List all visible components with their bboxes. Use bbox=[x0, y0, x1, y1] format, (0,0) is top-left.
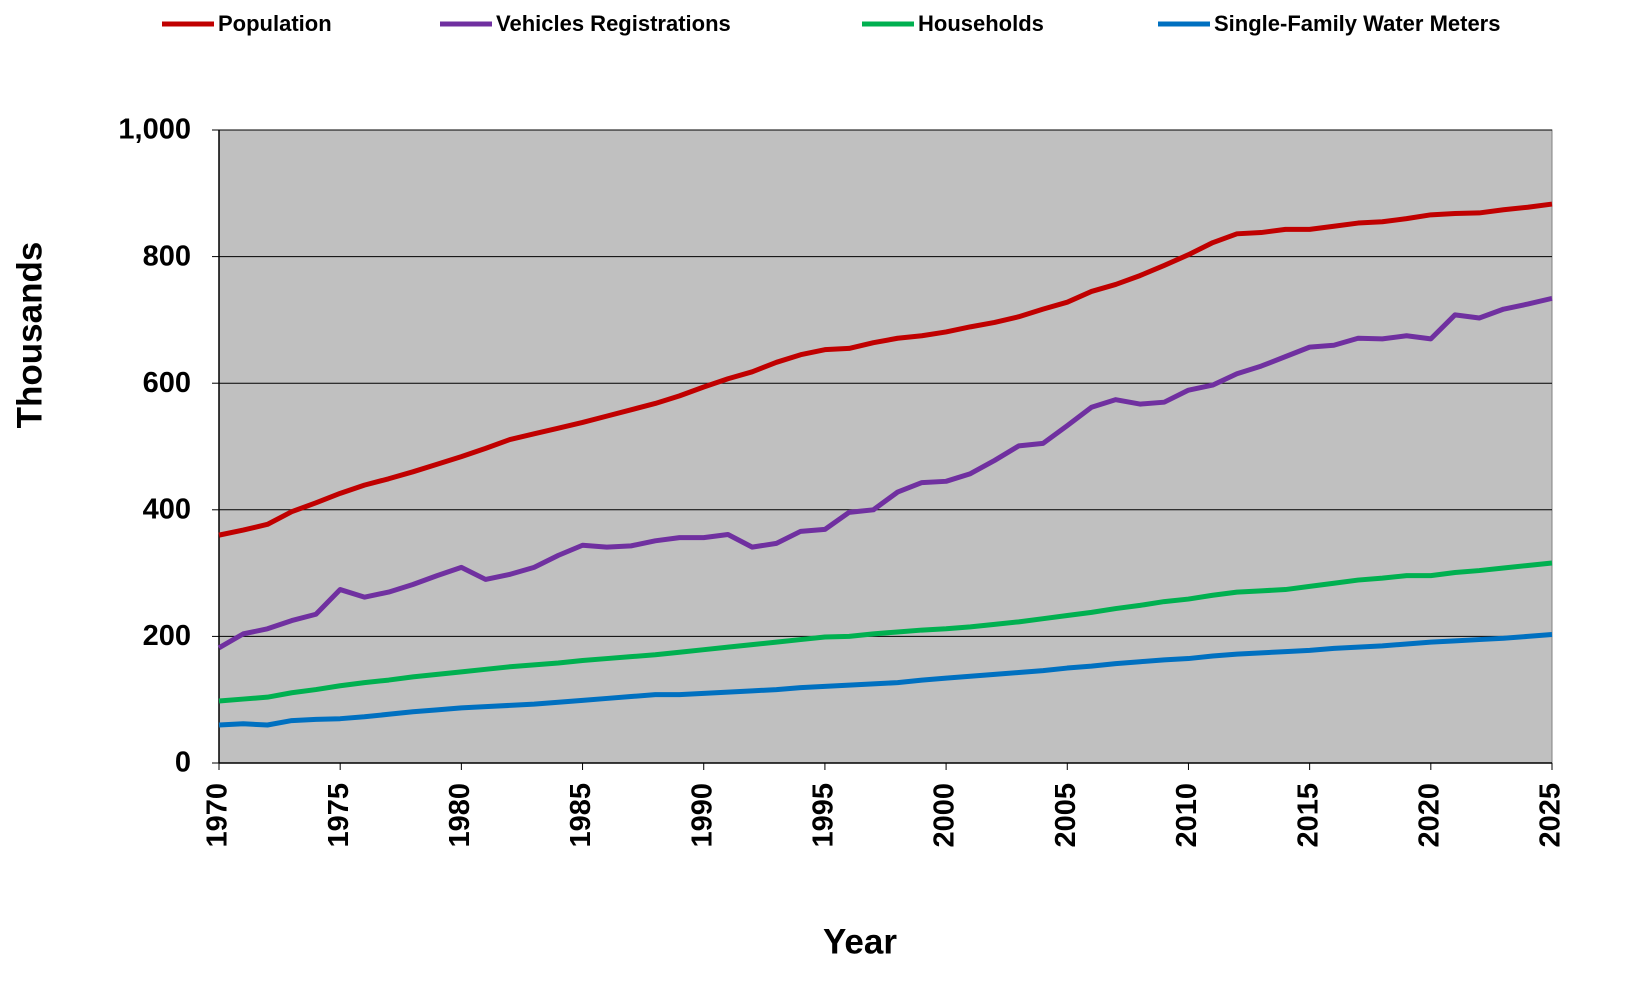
legend-label: Single-Family Water Meters bbox=[1214, 11, 1500, 36]
y-tick-label: 1,000 bbox=[118, 114, 191, 146]
x-tick-label: 1980 bbox=[444, 783, 476, 848]
plot-area bbox=[218, 129, 1553, 764]
x-tick-label: 1970 bbox=[202, 783, 234, 848]
series-line bbox=[218, 632, 1553, 728]
x-tick-label: 1975 bbox=[323, 783, 355, 848]
y-tick-label: 0 bbox=[175, 747, 191, 779]
y-tick-label: 800 bbox=[143, 240, 191, 272]
x-tick-label: 2015 bbox=[1292, 783, 1324, 848]
x-tick-label: 2005 bbox=[1050, 783, 1082, 848]
x-tick-label: 1985 bbox=[565, 783, 597, 848]
legend-label: Vehicles Registrations bbox=[496, 11, 731, 36]
series-line bbox=[218, 201, 1553, 538]
x-tick-label: 1990 bbox=[686, 783, 718, 848]
series-line bbox=[218, 560, 1553, 704]
legend-label: Population bbox=[218, 11, 332, 36]
y-tick-label: 200 bbox=[143, 620, 191, 652]
series-line bbox=[217, 295, 1553, 650]
x-tick-label: 1995 bbox=[808, 783, 840, 848]
x-tick-label: 2010 bbox=[1171, 783, 1203, 848]
y-tick-label: 600 bbox=[143, 367, 191, 399]
x-axis-title: Year bbox=[823, 922, 897, 961]
x-tick-label: 2000 bbox=[929, 783, 961, 848]
x-tick-label: 2025 bbox=[1535, 783, 1567, 848]
y-axis-title: Thousands bbox=[10, 242, 49, 429]
legend-label: Households bbox=[918, 11, 1044, 36]
y-tick-label: 400 bbox=[143, 493, 191, 525]
x-tick-label: 2020 bbox=[1413, 783, 1445, 848]
